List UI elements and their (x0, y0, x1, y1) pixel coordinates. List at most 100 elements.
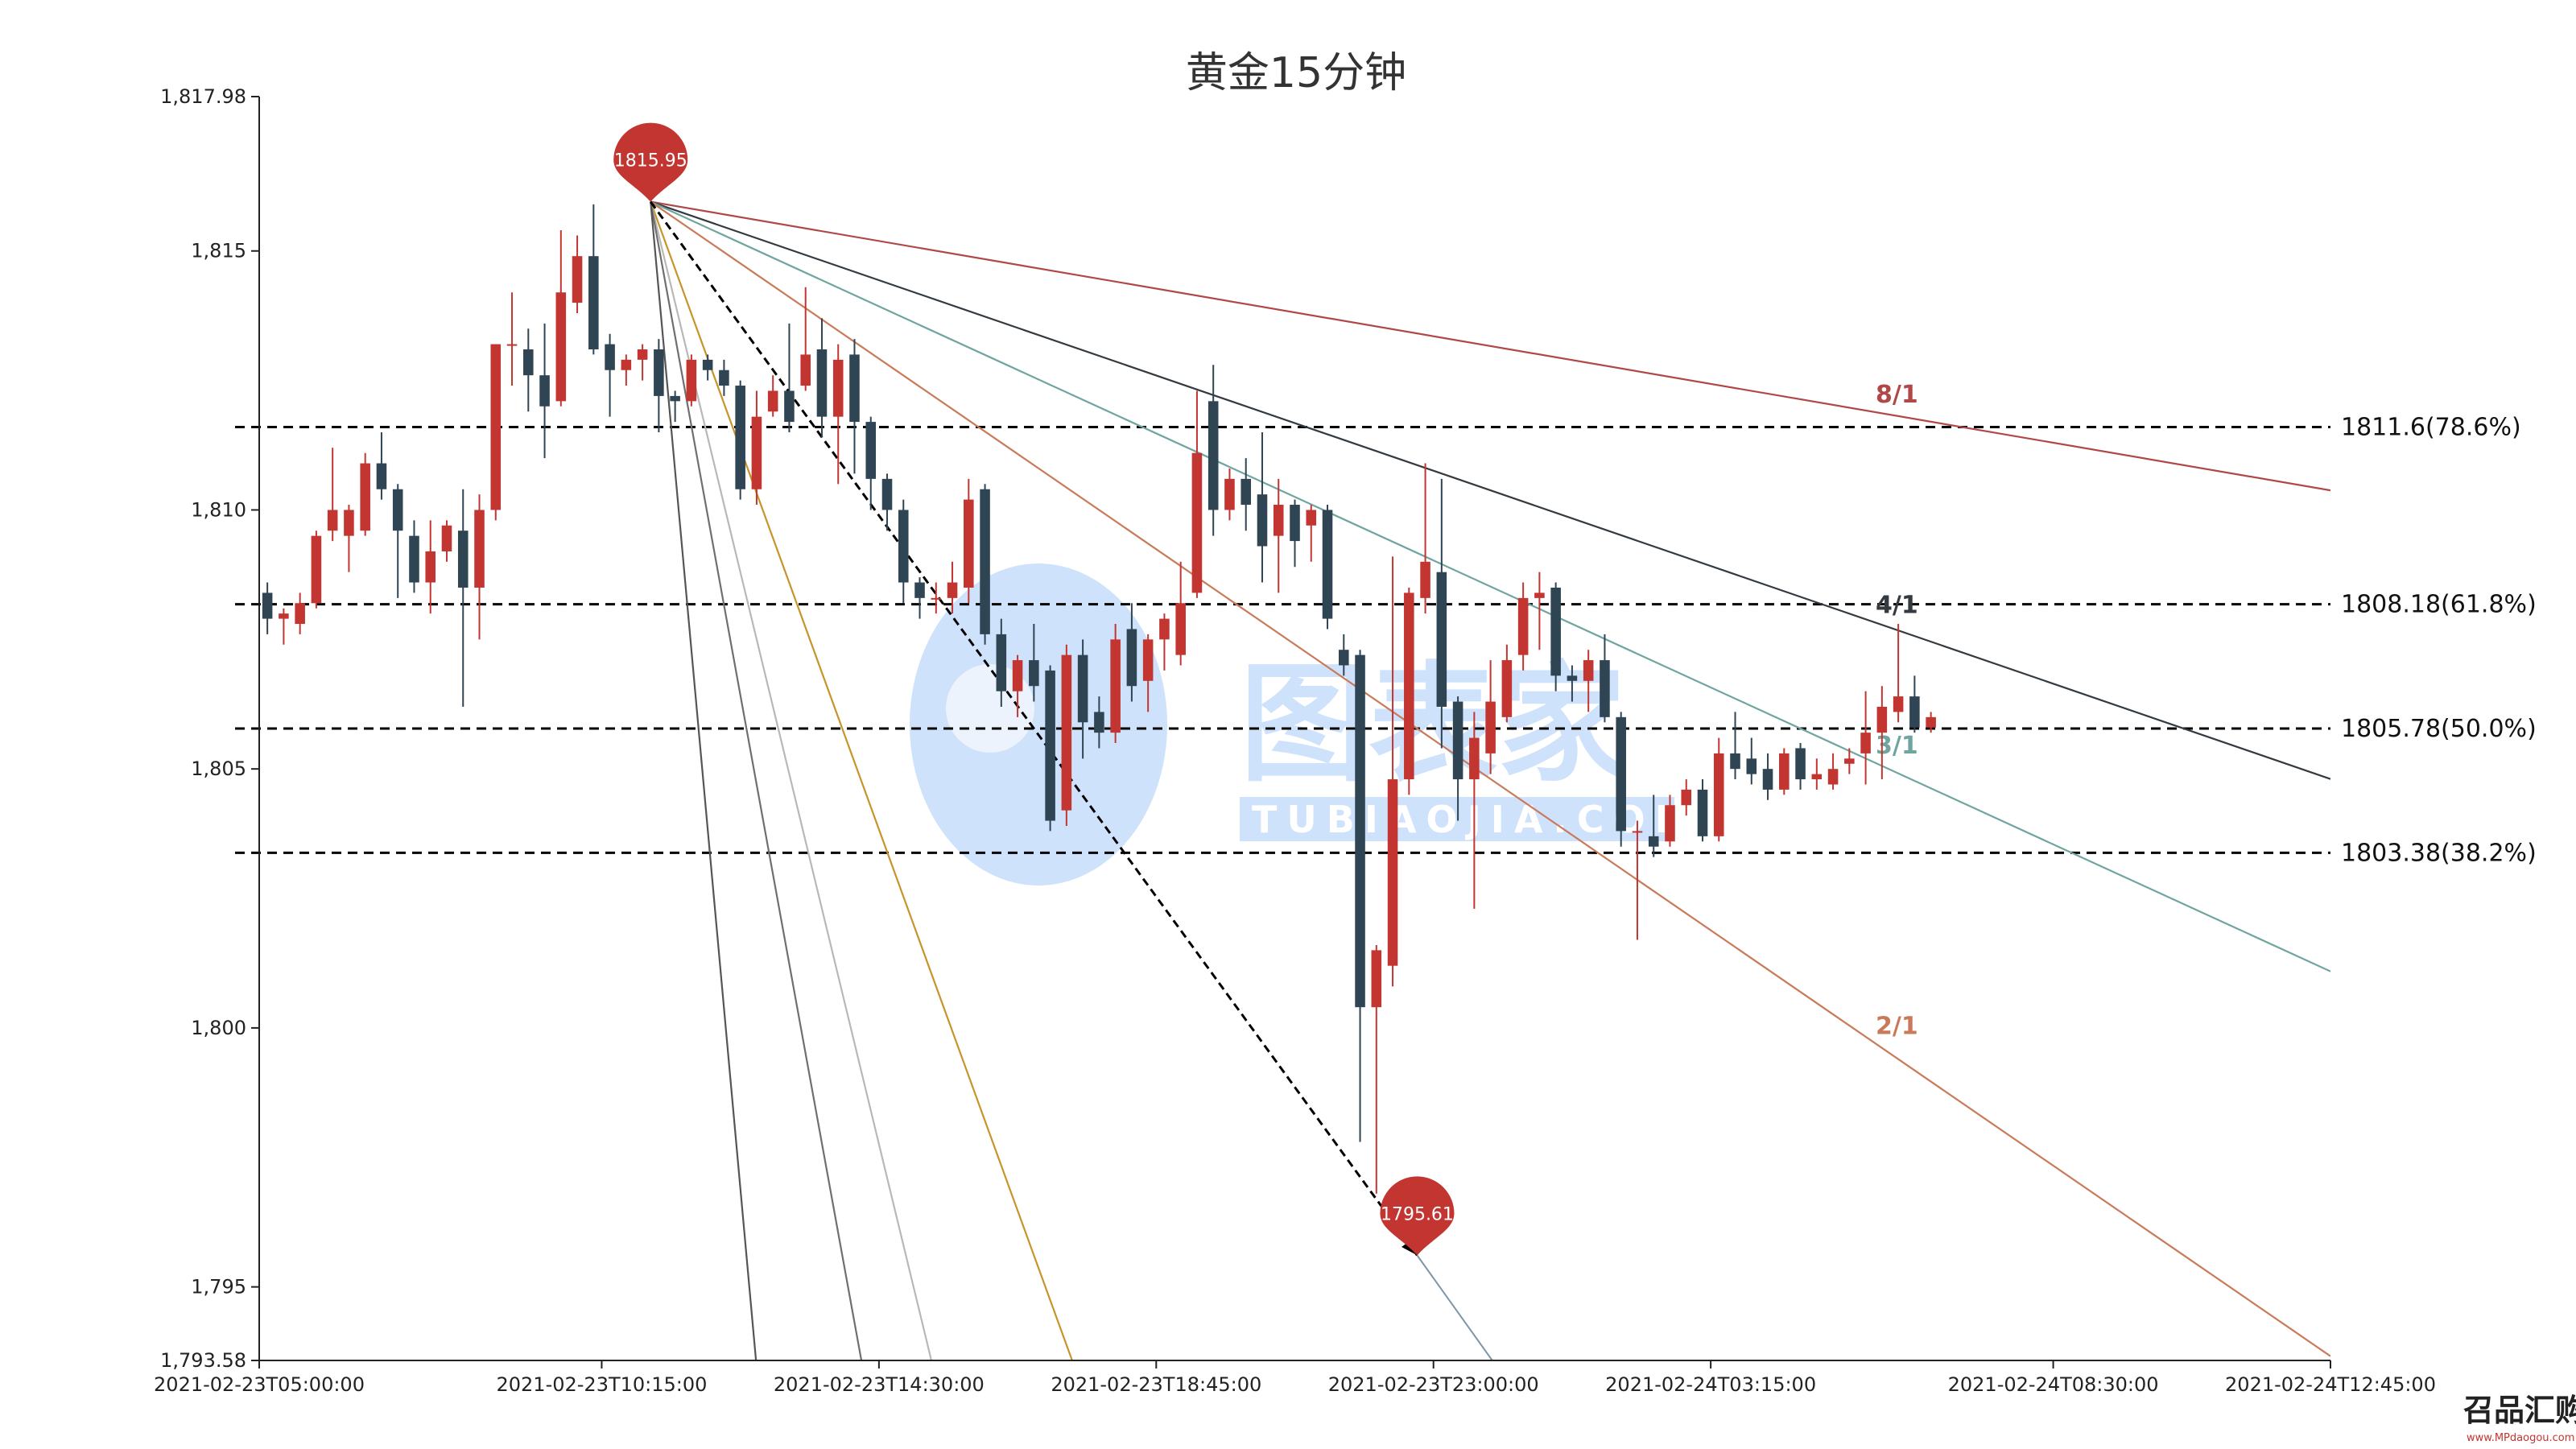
candle-body (1191, 452, 1203, 593)
candle-body (376, 463, 387, 489)
candle (914, 577, 925, 619)
candle-body (1029, 660, 1039, 687)
candle (1909, 675, 1920, 733)
candle-body (702, 359, 713, 370)
candle (409, 520, 419, 593)
candle (1550, 582, 1561, 691)
candle-body (490, 344, 502, 510)
candle (441, 520, 452, 562)
candle-body (1648, 836, 1659, 847)
candle (327, 448, 338, 542)
candle (1045, 665, 1055, 832)
candle (1632, 820, 1643, 940)
candle (1273, 478, 1284, 593)
candle (654, 339, 664, 432)
candle (1110, 624, 1121, 744)
candle-body (637, 349, 648, 360)
candle (311, 530, 322, 609)
candle (1290, 499, 1300, 568)
fan-label: 8/1 (1876, 381, 1918, 409)
candle (800, 287, 811, 391)
candle (1811, 758, 1823, 790)
candle (1322, 505, 1333, 630)
candle (751, 390, 762, 506)
candle (621, 354, 632, 386)
candle (1665, 795, 1675, 847)
candle-body (360, 463, 370, 531)
candle-body (262, 592, 273, 619)
candle-body (605, 344, 615, 370)
candle-body (1665, 805, 1675, 842)
watermark-sub: TUBIAOJIA.COM (1252, 798, 1701, 841)
corner-logo-sub: www.MPdaogou.com (2467, 1432, 2574, 1444)
candle (719, 359, 729, 396)
candle-body (1420, 561, 1430, 598)
candle-body (555, 292, 567, 402)
candle (1371, 944, 1382, 1194)
candle (1501, 644, 1513, 723)
candle-body (1045, 670, 1055, 821)
candle (392, 484, 403, 598)
candle (588, 204, 599, 355)
candle (1681, 779, 1692, 816)
candle (1338, 634, 1349, 676)
candle-body (832, 359, 844, 417)
fib-levels: 1811.6(78.6%) 1808.18(61.8%) 1805.78(50.0%… (235, 414, 2537, 867)
candle-body (1371, 950, 1382, 1008)
candle (425, 520, 436, 614)
fan-ray (650, 200, 2330, 780)
fan-ray (650, 200, 2330, 492)
candle (1241, 458, 1252, 531)
y-tick-label: 1,793.58 (160, 1349, 246, 1372)
y-tick-label: 1,805 (191, 758, 246, 780)
candle-body (1452, 701, 1463, 780)
candle-body (1909, 696, 1920, 728)
candle (686, 354, 697, 407)
candle-body (1926, 716, 1936, 728)
fan-ray (650, 201, 758, 1360)
candle-body (621, 359, 632, 370)
candle-body (539, 375, 550, 407)
candle (1616, 712, 1626, 847)
candle-body (409, 535, 419, 583)
candle-body (425, 551, 436, 583)
watermark-head-icon (910, 564, 1167, 886)
candle-body (1273, 505, 1284, 536)
candle-body (1142, 639, 1154, 681)
candle-body (898, 510, 909, 583)
candle (1844, 748, 1855, 774)
candle (702, 354, 713, 381)
candle-body (1012, 660, 1023, 691)
candle-body (441, 525, 452, 551)
corner-logo-brand: 召品汇购 (2463, 1393, 2576, 1428)
candle (996, 618, 1007, 707)
watermark-head-detail (946, 664, 1034, 753)
candle-body (1290, 505, 1300, 542)
gann-fan: 8/14/13/12/1 (650, 200, 2330, 1360)
candle (1567, 665, 1578, 702)
candle (849, 339, 860, 474)
candle-body (767, 390, 778, 412)
candle (947, 561, 958, 614)
candle (555, 230, 567, 407)
candle-body (1306, 510, 1317, 526)
candle (523, 328, 534, 412)
candle-body (1860, 733, 1871, 753)
candle-body (392, 489, 403, 531)
candle-body (1811, 774, 1823, 780)
candle-body (1730, 753, 1740, 770)
candle (1257, 431, 1268, 583)
candle (1306, 505, 1317, 562)
candle (1583, 650, 1594, 712)
candle-body (1257, 494, 1268, 547)
candle (1926, 712, 1936, 733)
candle (1404, 587, 1414, 795)
candle-body (751, 416, 762, 489)
watermark-band (1240, 797, 1674, 841)
candle (605, 333, 615, 417)
candle-body (295, 603, 305, 625)
candle (474, 494, 485, 640)
